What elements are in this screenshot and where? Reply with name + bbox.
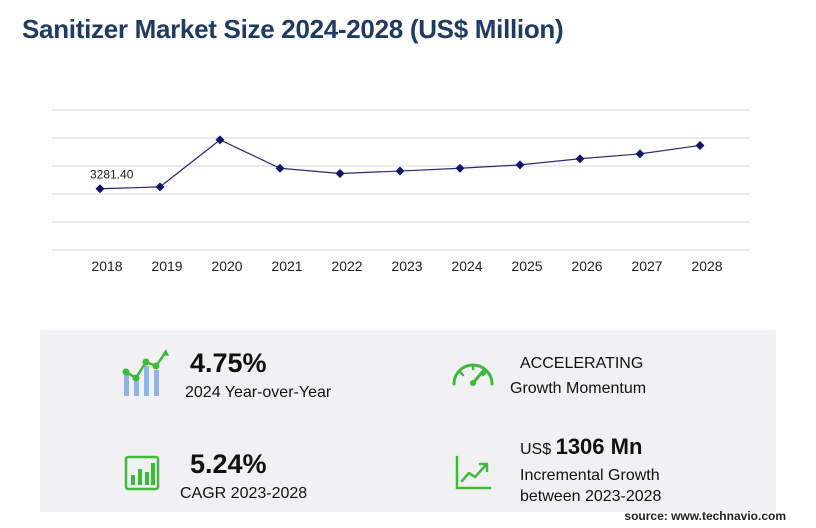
x-tick-label: 2026 [571,258,602,274]
data-point-2020 [215,135,225,145]
data-point-2024 [455,163,465,173]
data-point-2023 [395,166,405,176]
data-point-2025 [515,160,525,170]
series-line-layer [99,139,701,190]
data-point-2021 [275,163,285,173]
x-axis-ticks: 2018 2019 2020 2021 2022 2023 2024 2025 2026 2027… [91,258,722,274]
yoy-label: 2024 Year-over-Year [185,384,332,401]
x-tick-label: 2024 [451,258,482,274]
data-labels: 3281.40 [90,168,134,182]
trend-up-icon [455,455,492,490]
series-markers [95,135,705,194]
x-tick-label: 2018 [91,258,122,274]
source-credit: source: www.technavio.com [624,509,786,523]
x-tick-label: 2028 [691,258,722,274]
data-label: 3281.40 [90,168,134,182]
data-point-2026 [575,154,585,164]
incremental-value: US$ 1306 Mn [520,434,642,460]
data-point-2022 [335,168,345,178]
x-tick-label: 2020 [211,258,242,274]
grid-lines [52,109,750,251]
cagr-label: CAGR 2023-2028 [180,485,308,502]
chart-title: Sanitizer Market Size 2024-2028 (US$ Mil… [22,14,564,44]
x-tick-label: 2019 [151,258,182,274]
currency-label: US$ [520,441,552,458]
incremental-label-2: between 2023-2028 [520,488,662,505]
x-tick-label: 2025 [511,258,542,274]
x-tick-label: 2027 [631,258,662,274]
momentum-value: ACCELERATING [520,355,644,372]
incremental-label-1: Incremental Growth [520,467,660,484]
bar-chart-icon [124,455,160,491]
data-point-2019 [155,182,165,192]
series-line [99,139,701,190]
data-point-2018 [95,184,105,194]
x-tick-label: 2021 [271,258,302,274]
speedometer-icon [452,363,494,386]
momentum-label: Growth Momentum [510,380,647,397]
stats-panel [40,330,776,512]
bar-growth-icon [122,349,169,396]
line-chart: 3281.40 2018 2019 2020 2021 2022 2023 2024 2025… [52,109,750,274]
incremental-amount: 1306 Mn [555,434,643,459]
x-tick-label: 2022 [331,258,362,274]
yoy-value: 4.75% [190,348,267,378]
x-tick-label: 2023 [391,258,422,274]
data-point-2027 [635,149,645,159]
data-point-2028 [695,140,705,150]
cagr-value: 5.24% [190,449,267,479]
